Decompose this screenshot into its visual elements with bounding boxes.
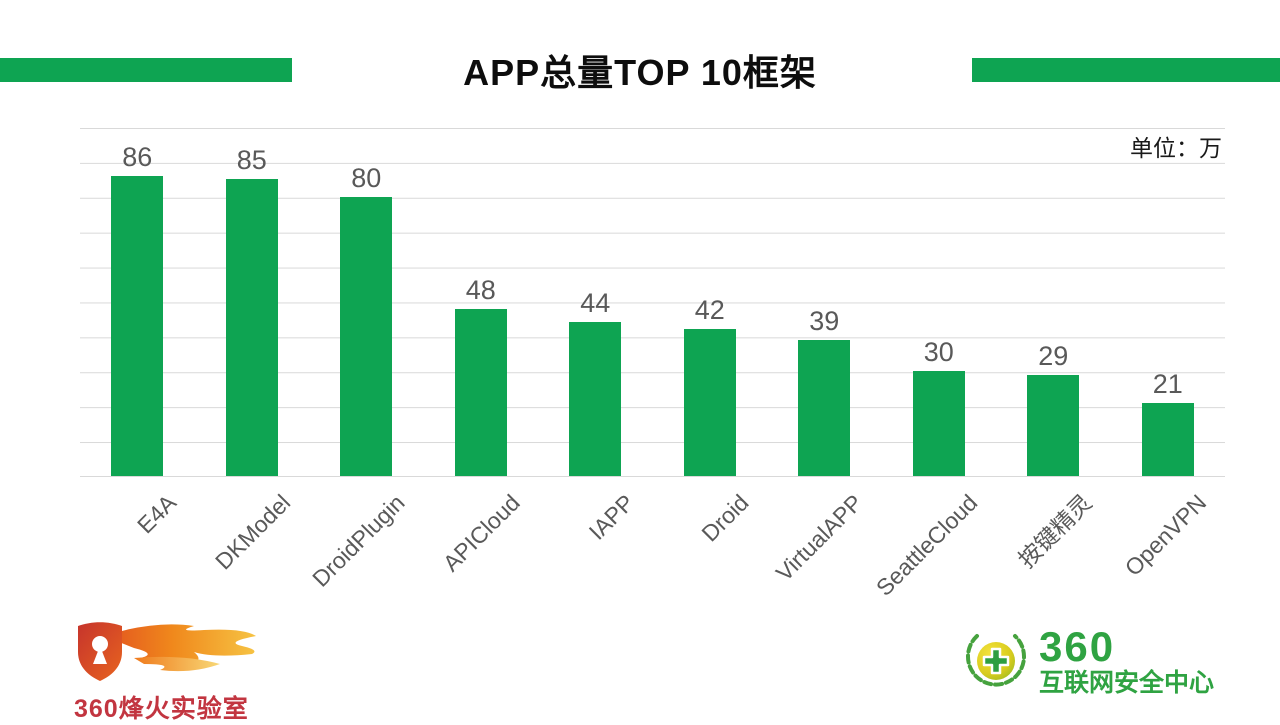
bar-column: 44 <box>538 128 653 476</box>
bar-value-label: 80 <box>351 162 382 193</box>
bar-value-label: 21 <box>1152 368 1183 399</box>
bar-column: 39 <box>767 128 882 476</box>
bar-column: 30 <box>882 128 997 476</box>
x-axis-label: E4A <box>131 489 181 539</box>
bar-value-label: 30 <box>923 337 954 368</box>
x-axis-label-cell: VirtualAPP <box>767 478 882 628</box>
security-center-logo-textwrap: 360 互联网安全中心 <box>1039 626 1214 696</box>
bar-column: 21 <box>1111 128 1226 476</box>
x-axis-label: VirtualAPP <box>771 489 868 587</box>
bar-column: 85 <box>195 128 310 476</box>
security-center-logo: 360 互联网安全中心 <box>963 626 1214 696</box>
x-axis-label: IAPP <box>583 489 639 545</box>
bar-value-label: 42 <box>694 295 725 326</box>
bar <box>683 329 736 476</box>
bar-column: 86 <box>80 128 195 476</box>
bar <box>111 175 164 476</box>
page-title: APP总量TOP 10框架 <box>463 52 817 93</box>
bars-row: 86 85 80 48 44 42 39 30 29 21 <box>80 128 1225 476</box>
bar-value-label: 85 <box>236 145 267 176</box>
x-axis-label: 按键精灵 <box>1013 489 1097 573</box>
chart-plot-area: 86 85 80 48 44 42 39 30 29 21 <box>80 128 1225 477</box>
bar <box>1027 374 1080 476</box>
x-axis-label-cell: IAPP <box>538 478 653 628</box>
x-axis-label-cell: OpenVPN <box>1111 478 1226 628</box>
bar-column: 80 <box>309 128 424 476</box>
x-axis-label-cell: Droid <box>653 478 768 628</box>
bar-column: 42 <box>653 128 768 476</box>
fire-lab-logo-text: 360烽火实验室 <box>74 695 249 723</box>
bar <box>798 339 851 476</box>
x-axis-labels-row: E4A DKModel DroidPlugin APICloud IAPP Droid Vi… <box>80 478 1225 628</box>
x-axis-label: SeattleCloud <box>870 489 983 601</box>
bar <box>569 322 622 476</box>
bar-value-label: 39 <box>809 305 840 336</box>
bar-column: 29 <box>996 128 1111 476</box>
bar <box>454 308 507 476</box>
x-axis-label-cell: DKModel <box>195 478 310 628</box>
security-center-logo-brand: 360 <box>1039 623 1116 670</box>
bar <box>340 196 393 476</box>
x-axis-label: DroidPlugin <box>307 489 410 592</box>
bar <box>912 371 965 476</box>
x-axis-label-cell: SeattleCloud <box>871 478 997 628</box>
bar-value-label: 29 <box>1038 340 1069 371</box>
bar-value-label: 86 <box>122 141 153 172</box>
x-axis-label: OpenVPN <box>1119 489 1212 581</box>
x-axis-label-cell: E4A <box>80 478 195 628</box>
x-axis-label-cell: DroidPlugin <box>307 478 424 628</box>
x-axis-label-cell: 按键精灵 <box>996 478 1111 628</box>
x-axis-label: DKModel <box>210 489 296 575</box>
x-axis-label: Droid <box>696 489 754 547</box>
bar-value-label: 44 <box>580 288 611 319</box>
bar <box>1141 402 1194 476</box>
fire-lab-logo: 360烽火实验室 <box>74 618 284 725</box>
title-accent-band-right <box>972 58 1280 82</box>
bar <box>225 179 278 476</box>
x-axis-label: APICloud <box>437 489 525 577</box>
bar-column: 48 <box>424 128 539 476</box>
security-center-logo-text: 互联网安全中心 <box>1039 669 1215 697</box>
x-axis-label-cell: APICloud <box>424 478 539 628</box>
title-accent-band-left <box>0 58 292 82</box>
wreath-globe-cross-icon <box>966 634 1026 687</box>
bar-value-label: 48 <box>465 274 496 305</box>
flame-shield-icon <box>78 622 256 681</box>
